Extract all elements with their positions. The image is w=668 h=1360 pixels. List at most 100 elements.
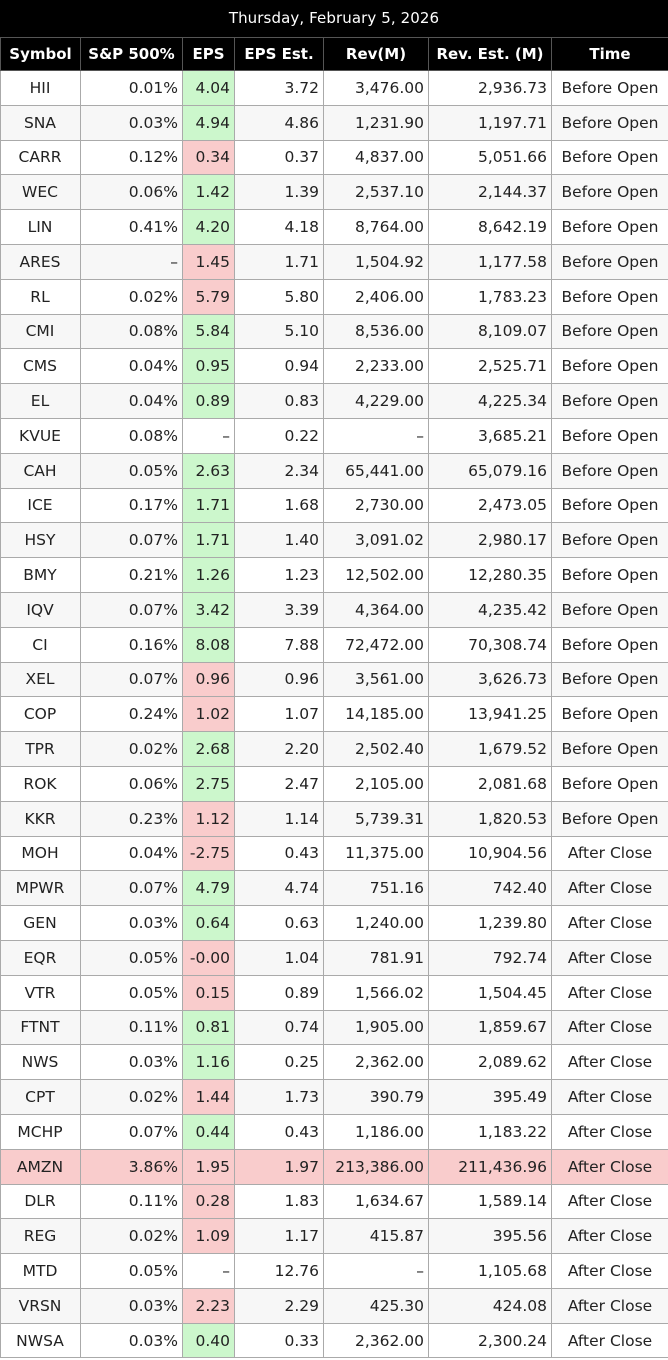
col-header-symbol[interactable]: Symbol <box>0 37 81 71</box>
table-row[interactable]: REG 0.02% 1.09 1.17 415.87 395.56 After Close <box>0 1218 668 1255</box>
eps-cell: 1.71 <box>182 487 235 524</box>
symbol-cell: CI <box>0 626 81 663</box>
sp500-weight-cell: 0.12% <box>80 139 183 176</box>
col-header-time[interactable]: Time <box>551 37 668 71</box>
symbol-cell: VTR <box>0 974 81 1011</box>
eps-cell: 5.79 <box>182 278 235 315</box>
col-header-revenue-estimate[interactable]: Rev. Est. (M) <box>428 37 552 71</box>
table-row[interactable]: ICE 0.17% 1.71 1.68 2,730.00 2,473.05 Before O… <box>0 487 668 524</box>
table-row[interactable]: ROK 0.06% 2.75 2.47 2,105.00 2,081.68 Before O… <box>0 765 668 802</box>
table-row[interactable]: NWS 0.03% 1.16 0.25 2,362.00 2,089.62 After Cl… <box>0 1044 668 1081</box>
sp500-weight-cell: 0.04% <box>80 383 183 419</box>
col-header-sp500-weight[interactable]: S&P 500% <box>80 37 183 71</box>
sp500-weight-cell: 0.02% <box>80 1079 183 1115</box>
revenue-cell: 2,362.00 <box>323 1322 429 1359</box>
table-row[interactable]: MCHP 0.07% 0.44 0.43 1,186.00 1,183.22 After C… <box>0 1113 668 1150</box>
eps-cell: 2.68 <box>182 731 235 767</box>
table-row[interactable]: CARR 0.12% 0.34 0.37 4,837.00 5,051.66 Before … <box>0 139 668 176</box>
revenue-estimate-cell: 1,183.22 <box>428 1113 552 1150</box>
sp500-weight-cell: 0.11% <box>80 1009 183 1046</box>
time-cell: Before Open <box>551 348 668 385</box>
time-cell: Before Open <box>551 661 668 698</box>
table-row[interactable]: HSY 0.07% 1.71 1.40 3,091.02 2,980.17 Before O… <box>0 522 668 559</box>
eps-cell: -2.75 <box>182 835 235 872</box>
table-row[interactable]: IQV 0.07% 3.42 3.39 4,364.00 4,235.42 Before O… <box>0 591 668 628</box>
symbol-cell: CPT <box>0 1079 81 1115</box>
earnings-table: Symbol S&P 500% EPS EPS Est. Rev(M) Rev.… <box>0 37 668 1359</box>
table-row[interactable]: SNA 0.03% 4.94 4.86 1,231.90 1,197.71 Before O… <box>0 104 668 141</box>
table-row[interactable]: CI 0.16% 8.08 7.88 72,472.00 70,308.74 Before … <box>0 626 668 663</box>
time-cell: After Close <box>551 1287 668 1324</box>
symbol-cell: RL <box>0 278 81 315</box>
table-row[interactable]: CPT 0.02% 1.44 1.73 390.79 395.49 After Close <box>0 1079 668 1115</box>
table-row[interactable]: MPWR 0.07% 4.79 4.74 751.16 742.40 After Close <box>0 870 668 907</box>
revenue-cell: 2,730.00 <box>323 487 429 524</box>
table-row[interactable]: ARES –1.45 1.71 1,504.92 1,177.58 Before Open <box>0 243 668 280</box>
eps-cell: 1.95 <box>182 1148 235 1185</box>
eps-estimate-cell: 1.04 <box>234 939 324 976</box>
symbol-cell: MOH <box>0 835 81 872</box>
eps-cell: 0.40 <box>182 1322 235 1359</box>
table-row[interactable]: DLR 0.11% 0.28 1.83 1,634.67 1,589.14 After Cl… <box>0 1183 668 1220</box>
table-row[interactable]: EQR 0.05% -0.00 1.04 781.91 792.74 After Close <box>0 939 668 976</box>
table-row[interactable]: BMY 0.21% 1.26 1.23 12,502.00 12,280.35 Before… <box>0 557 668 593</box>
table-row[interactable]: KKR 0.23% 1.12 1.14 5,739.31 1,820.53 Before O… <box>0 800 668 837</box>
revenue-estimate-cell: 424.08 <box>428 1287 552 1324</box>
table-row[interactable]: XEL 0.07% 0.96 0.96 3,561.00 3,626.73 Before O… <box>0 661 668 698</box>
table-row[interactable]: VTR 0.05% 0.15 0.89 1,566.02 1,504.45 After Cl… <box>0 974 668 1011</box>
eps-cell: 4.20 <box>182 209 235 245</box>
time-cell: Before Open <box>551 174 668 211</box>
revenue-estimate-cell: 2,525.71 <box>428 348 552 385</box>
col-header-eps-estimate[interactable]: EPS Est. <box>234 37 324 71</box>
eps-estimate-cell: 4.18 <box>234 209 324 245</box>
eps-cell: -0.00 <box>182 939 235 976</box>
revenue-estimate-cell: 13,941.25 <box>428 696 552 733</box>
eps-estimate-cell: 1.39 <box>234 174 324 211</box>
revenue-estimate-cell: 395.49 <box>428 1079 552 1115</box>
table-row[interactable]: MOH 0.04% -2.75 0.43 11,375.00 10,904.56 After… <box>0 835 668 872</box>
symbol-cell: GEN <box>0 905 81 941</box>
table-row[interactable]: FTNT 0.11% 0.81 0.74 1,905.00 1,859.67 After C… <box>0 1009 668 1046</box>
time-cell: Before Open <box>551 557 668 593</box>
revenue-cell: 72,472.00 <box>323 626 429 663</box>
table-row[interactable]: VRSN 0.03% 2.23 2.29 425.30 424.08 After Close <box>0 1287 668 1324</box>
table-row[interactable]: GEN 0.03% 0.64 0.63 1,240.00 1,239.80 After Cl… <box>0 905 668 941</box>
eps-cell: 4.04 <box>182 70 235 106</box>
table-row[interactable]: RL 0.02% 5.79 5.80 2,406.00 1,783.23 Before Op… <box>0 278 668 315</box>
time-cell: After Close <box>551 974 668 1011</box>
table-row[interactable]: CMI 0.08% 5.84 5.10 8,536.00 8,109.07 Before O… <box>0 313 668 350</box>
eps-estimate-cell: 1.97 <box>234 1148 324 1185</box>
table-row[interactable]: HII 0.01% 4.04 3.72 3,476.00 2,936.73 Before O… <box>0 70 668 106</box>
table-row[interactable]: EL 0.04% 0.89 0.83 4,229.00 4,225.34 Before Op… <box>0 383 668 419</box>
eps-cell: 0.28 <box>182 1183 235 1220</box>
table-row[interactable]: WEC 0.06% 1.42 1.39 2,537.10 2,144.37 Before O… <box>0 174 668 211</box>
sp500-weight-cell: 0.08% <box>80 313 183 350</box>
col-header-revenue[interactable]: Rev(M) <box>323 37 429 71</box>
table-row[interactable]: COP 0.24% 1.02 1.07 14,185.00 13,941.25 Before… <box>0 696 668 733</box>
symbol-cell: CMS <box>0 348 81 385</box>
revenue-cell: 3,091.02 <box>323 522 429 559</box>
eps-cell: 4.94 <box>182 104 235 141</box>
table-row[interactable]: NWSA 0.03% 0.40 0.33 2,362.00 2,300.24 After C… <box>0 1322 668 1359</box>
table-row[interactable]: MTD 0.05% –12.76–1,105.68 After Close <box>0 1253 668 1289</box>
sp500-weight-cell: 0.21% <box>80 557 183 593</box>
time-cell: After Close <box>551 1148 668 1185</box>
table-row[interactable]: AMZN 3.86% 1.95 1.97 213,386.00 211,436.96 Aft… <box>0 1148 668 1185</box>
eps-estimate-cell: 1.83 <box>234 1183 324 1220</box>
revenue-estimate-cell: 2,936.73 <box>428 70 552 106</box>
time-cell: Before Open <box>551 626 668 663</box>
col-header-eps[interactable]: EPS <box>182 37 235 71</box>
table-row[interactable]: TPR 0.02% 2.68 2.20 2,502.40 1,679.52 Before O… <box>0 731 668 767</box>
revenue-estimate-cell: 1,197.71 <box>428 104 552 141</box>
eps-cell: 1.45 <box>182 243 235 280</box>
table-row[interactable]: CMS 0.04% 0.95 0.94 2,233.00 2,525.71 Before O… <box>0 348 668 385</box>
sp500-weight-cell: 3.86% <box>80 1148 183 1185</box>
revenue-cell: – <box>323 1253 429 1289</box>
table-row[interactable]: KVUE 0.08% –0.22–3,685.21 Before Open <box>0 417 668 454</box>
revenue-cell: 751.16 <box>323 870 429 907</box>
revenue-estimate-cell: 10,904.56 <box>428 835 552 872</box>
table-row[interactable]: LIN 0.41% 4.20 4.18 8,764.00 8,642.19 Before O… <box>0 209 668 245</box>
table-row[interactable]: CAH 0.05% 2.63 2.34 65,441.00 65,079.16 Before… <box>0 452 668 489</box>
revenue-estimate-cell: 1,820.53 <box>428 800 552 837</box>
